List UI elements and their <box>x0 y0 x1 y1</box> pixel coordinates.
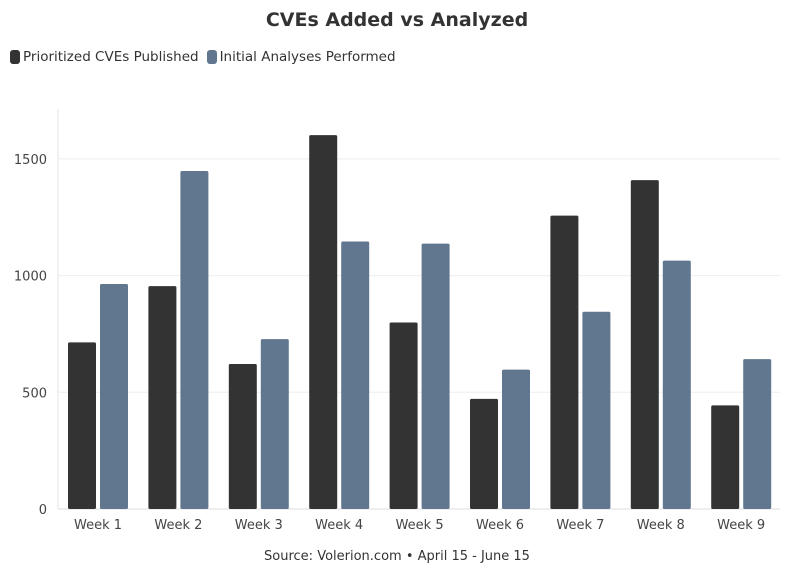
source-caption: Source: Volerion.com • April 15 - June 1… <box>264 549 530 564</box>
bar-published[interactable] <box>389 322 418 509</box>
y-tick-label: 1500 <box>14 153 47 168</box>
x-tick-label: Week 7 <box>556 518 604 533</box>
bar-published[interactable] <box>228 364 257 509</box>
y-tick-label: 500 <box>22 386 47 401</box>
bar-analyses[interactable] <box>743 359 772 509</box>
bar-analyses[interactable] <box>180 171 209 509</box>
x-tick-label: Week 3 <box>235 518 283 533</box>
x-tick-label: Week 1 <box>74 518 122 533</box>
x-tick-label: Week 6 <box>476 518 524 533</box>
chart-title: CVEs Added vs Analyzed <box>265 9 529 31</box>
x-tick-label: Week 4 <box>315 518 363 533</box>
legend: Prioritized CVEs Published Initial Analy… <box>10 49 404 65</box>
bar-published[interactable] <box>470 398 498 509</box>
bar-analyses[interactable] <box>582 311 611 509</box>
legend-item-analyses[interactable]: Initial Analyses Performed <box>206 49 396 65</box>
bar-published[interactable] <box>630 180 659 509</box>
legend-item-published[interactable]: Prioritized CVEs Published <box>10 49 199 65</box>
x-tick-label: Week 8 <box>637 518 685 533</box>
x-tick-label: Week 9 <box>717 518 765 533</box>
x-tick-label: Week 2 <box>154 518 202 533</box>
bar-analyses[interactable] <box>260 339 289 509</box>
legend-label-published: Prioritized CVEs Published <box>23 49 199 65</box>
bar-published[interactable] <box>68 342 96 509</box>
x-tick-label: Week 5 <box>396 518 444 533</box>
bar-analyses[interactable] <box>100 284 128 509</box>
bar-analyses[interactable] <box>662 260 691 509</box>
y-tick-label: 1000 <box>14 270 47 285</box>
bar-published[interactable] <box>309 135 338 509</box>
bar-analyses[interactable] <box>341 241 370 509</box>
legend-label-analyses: Initial Analyses Performed <box>219 49 396 65</box>
y-tick-label: 0 <box>39 503 47 518</box>
bar-published[interactable] <box>550 215 579 509</box>
bar-published[interactable] <box>148 286 177 509</box>
bar-analyses[interactable] <box>502 369 530 509</box>
legend-swatch-published <box>10 50 20 64</box>
legend-swatch-analyses <box>206 50 217 64</box>
bar-published[interactable] <box>711 405 740 509</box>
bar-analyses[interactable] <box>421 243 450 509</box>
